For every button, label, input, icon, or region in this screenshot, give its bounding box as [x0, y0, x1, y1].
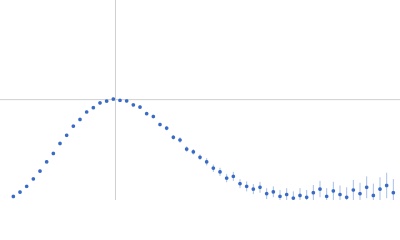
data-point	[124, 99, 129, 103]
data-point	[151, 114, 156, 119]
data-point	[231, 174, 236, 179]
data-point	[304, 195, 309, 200]
data-point	[384, 183, 389, 188]
data-point	[298, 193, 302, 198]
data-point	[324, 194, 329, 199]
data-point	[138, 105, 142, 109]
data-point	[144, 111, 149, 116]
data-point	[84, 110, 89, 114]
data-point	[311, 190, 316, 195]
data-point	[184, 147, 189, 151]
data-point	[11, 194, 16, 199]
data-point	[291, 196, 296, 200]
data-point	[198, 155, 202, 160]
data-point	[378, 187, 382, 191]
data-point	[258, 185, 262, 190]
data-point	[51, 151, 56, 156]
data-point	[64, 133, 69, 138]
data-point	[131, 103, 136, 107]
data-point	[271, 190, 276, 194]
chart	[0, 0, 400, 200]
data-point	[98, 101, 102, 105]
data-point	[218, 170, 222, 174]
data-point	[204, 160, 209, 164]
data-point	[251, 187, 256, 191]
data-point	[318, 187, 322, 191]
data-point	[18, 190, 22, 194]
data-point	[244, 184, 249, 189]
data-point	[371, 193, 376, 198]
data-point	[284, 192, 289, 197]
data-point	[24, 184, 29, 189]
data-point	[391, 190, 396, 195]
data-point	[58, 141, 62, 146]
data-point	[211, 166, 216, 170]
data-point	[78, 117, 82, 122]
data-point	[104, 99, 109, 103]
data-point	[158, 122, 162, 127]
data-point	[338, 192, 342, 197]
data-point	[364, 185, 369, 190]
data-point	[178, 138, 182, 142]
data-point	[358, 191, 362, 196]
data-point	[71, 124, 76, 128]
page: (() => { const data = JSON.parse(documen…	[0, 0, 400, 200]
data-point	[91, 105, 96, 110]
data-point	[344, 195, 349, 200]
data-point	[331, 189, 336, 193]
data-point	[111, 97, 116, 101]
data-point	[191, 150, 196, 154]
data-point	[38, 169, 42, 173]
data-point	[278, 194, 282, 199]
data-point	[118, 98, 122, 103]
data-point	[164, 126, 169, 130]
data-point	[238, 181, 242, 186]
data-point	[351, 188, 356, 192]
data-point	[171, 135, 176, 140]
data-point	[31, 177, 36, 181]
data-point	[224, 176, 229, 180]
data-point	[264, 191, 269, 196]
data-point	[44, 160, 49, 164]
